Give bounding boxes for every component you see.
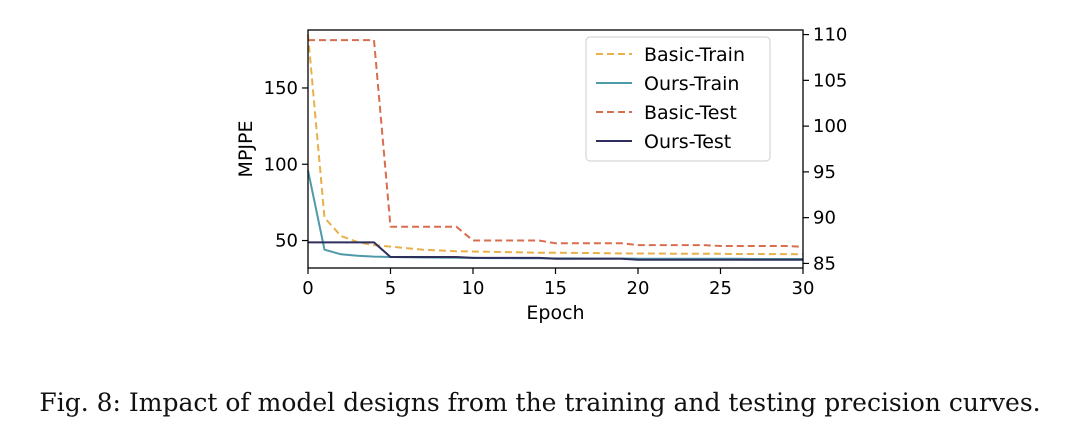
y-left-tick-label: 150 <box>264 78 298 99</box>
legend: Basic-Train Ours-Train Basic-Test Ours-Test <box>585 36 771 162</box>
y-right-tick-label: 95 <box>813 162 836 183</box>
legend-label: Basic-Train <box>644 44 745 66</box>
x-tick-label: 20 <box>627 278 650 299</box>
x-axis-title: Epoch <box>526 302 584 324</box>
y-right-tick-label: 105 <box>813 70 847 91</box>
y-axis-title: MPJPE <box>235 121 257 178</box>
y-left-tick-label: 100 <box>264 154 298 175</box>
series-line-basic-train <box>307 34 804 256</box>
y-right-tick-label: 90 <box>813 208 836 229</box>
series-layer <box>307 34 804 261</box>
x-tick-label: 0 <box>302 278 313 299</box>
x-tick-label: 5 <box>385 278 396 299</box>
y-right-tick-label: 110 <box>813 25 847 46</box>
chart: 0 5 10 15 20 25 30 50 100 150 85 90 95 100 105 110 Epoc… <box>235 25 848 324</box>
legend-label: Ours-Test <box>644 131 731 153</box>
figure-caption: Fig. 8: Impact of model designs from the… <box>39 388 1041 417</box>
legend-box <box>585 36 771 162</box>
x-tick-label: 25 <box>709 278 732 299</box>
legend-label: Ours-Train <box>644 73 739 95</box>
y-left-tick-label: 50 <box>275 231 298 252</box>
x-tick-label: 10 <box>462 278 485 299</box>
y-right-tick-label: 100 <box>813 116 847 137</box>
ticks-layer: 0 5 10 15 20 25 30 50 100 150 85 90 95 100 105 110 <box>264 25 848 299</box>
y-right-tick-label: 85 <box>813 253 836 274</box>
series-line-ours-test <box>308 241 803 261</box>
x-tick-label: 15 <box>544 278 567 299</box>
x-tick-label: 30 <box>792 278 815 299</box>
legend-label: Basic-Test <box>644 102 737 124</box>
series-line-basic-test <box>308 39 804 248</box>
